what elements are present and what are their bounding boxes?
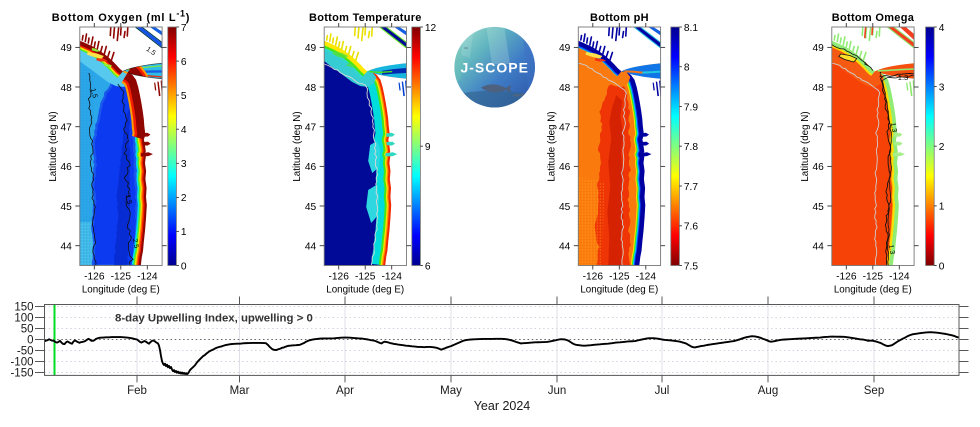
svg-text:46: 46: [305, 162, 317, 173]
svg-text:1.5: 1.5: [124, 194, 133, 205]
svg-text:2: 2: [939, 142, 945, 153]
svg-text:Bottom pH: Bottom pH: [590, 12, 649, 24]
svg-text:Latitude (deg N): Latitude (deg N): [48, 111, 59, 181]
svg-text:Aug: Aug: [758, 385, 778, 397]
svg-text:1.3: 1.3: [887, 244, 896, 255]
svg-text:Bottom Oxygen (ml L-1): Bottom Oxygen (ml L-1): [52, 9, 190, 24]
svg-text:47: 47: [305, 123, 317, 134]
svg-text:46: 46: [559, 162, 571, 173]
svg-text:1: 1: [879, 72, 883, 79]
svg-text:Jul: Jul: [655, 385, 670, 397]
svg-text:49: 49: [559, 43, 571, 54]
svg-text:Year 2024: Year 2024: [474, 399, 531, 413]
svg-text:May: May: [440, 385, 462, 397]
svg-text:4: 4: [939, 23, 945, 34]
svg-text:44: 44: [559, 242, 571, 253]
svg-text:7: 7: [181, 23, 187, 34]
svg-text:Bottom Omega: Bottom Omega: [832, 12, 915, 24]
svg-text:8: 8: [684, 63, 690, 74]
svg-text:-150: -150: [10, 368, 33, 380]
svg-text:7.6: 7.6: [684, 222, 698, 233]
svg-text:46: 46: [60, 162, 72, 173]
svg-text:1: 1: [181, 227, 187, 238]
svg-text:-126: -126: [836, 272, 857, 283]
svg-text:45: 45: [60, 202, 72, 213]
svg-text:6: 6: [181, 57, 187, 68]
svg-text:Apr: Apr: [336, 385, 354, 397]
svg-text:Longitude (deg E): Longitude (deg E): [580, 285, 658, 296]
svg-text:2: 2: [181, 193, 187, 204]
svg-text:0: 0: [181, 261, 187, 272]
svg-text:-125: -125: [111, 272, 132, 283]
svg-text:49: 49: [60, 43, 72, 54]
svg-text:2.5: 2.5: [131, 238, 140, 249]
svg-text:Sep: Sep: [864, 385, 884, 397]
svg-text:1.5: 1.5: [145, 46, 157, 57]
svg-text:3: 3: [181, 159, 187, 170]
svg-text:-50: -50: [17, 346, 34, 358]
svg-text:0: 0: [27, 335, 33, 347]
svg-text:-125: -125: [863, 272, 884, 283]
svg-text:Longitude (deg E): Longitude (deg E): [82, 285, 160, 296]
svg-text:Latitude (deg N): Latitude (deg N): [292, 111, 303, 181]
svg-text:-124: -124: [636, 272, 657, 283]
svg-text:45: 45: [305, 202, 317, 213]
svg-text:48: 48: [812, 83, 824, 94]
svg-text:Latitude (deg N): Latitude (deg N): [800, 111, 811, 181]
svg-text:5: 5: [181, 91, 187, 102]
svg-text:-100: -100: [10, 357, 33, 369]
svg-text:7.5: 7.5: [684, 261, 698, 272]
svg-text:Latitude (deg N): Latitude (deg N): [546, 111, 557, 181]
svg-text:Jun: Jun: [548, 385, 567, 397]
svg-text:44: 44: [305, 242, 317, 253]
svg-text:-124: -124: [889, 272, 910, 283]
svg-text:150: 150: [14, 302, 33, 314]
svg-text:47: 47: [60, 123, 72, 134]
svg-text:Bottom Temperature: Bottom Temperature: [309, 12, 422, 24]
svg-text:48: 48: [305, 83, 317, 94]
svg-text:9: 9: [425, 142, 431, 153]
svg-text:50: 50: [21, 324, 34, 336]
svg-text:3: 3: [939, 82, 945, 93]
svg-text:-124: -124: [137, 272, 158, 283]
svg-text:100: 100: [14, 313, 33, 325]
svg-text:7.8: 7.8: [684, 142, 698, 153]
svg-text:Longitude (deg E): Longitude (deg E): [326, 285, 404, 296]
svg-text:-125: -125: [609, 272, 630, 283]
svg-text:8-day Upwelling Index, upwelli: 8-day Upwelling Index, upwelling > 0: [115, 313, 313, 325]
svg-text:49: 49: [812, 43, 824, 54]
svg-text:0: 0: [939, 261, 945, 272]
svg-text:48: 48: [559, 83, 571, 94]
svg-text:-125: -125: [355, 272, 376, 283]
svg-text:Feb: Feb: [127, 385, 147, 397]
svg-text:J-SCOPE: J-SCOPE: [460, 60, 528, 76]
svg-text:-126: -126: [329, 272, 350, 283]
svg-text:Longitude (deg E): Longitude (deg E): [834, 285, 912, 296]
svg-text:45: 45: [812, 202, 824, 213]
svg-text:4: 4: [181, 125, 187, 136]
svg-text:45: 45: [559, 202, 571, 213]
svg-text:47: 47: [812, 123, 824, 134]
svg-text:6: 6: [425, 261, 431, 272]
svg-text:8.1: 8.1: [684, 23, 698, 34]
svg-text:7.9: 7.9: [684, 102, 698, 113]
svg-text:47: 47: [559, 123, 571, 134]
svg-text:-126: -126: [583, 272, 604, 283]
svg-text:1.3: 1.3: [889, 122, 898, 133]
svg-text:46: 46: [812, 162, 824, 173]
svg-text:-126: -126: [84, 272, 105, 283]
svg-text:1.3: 1.3: [898, 73, 908, 82]
svg-text:-124: -124: [382, 272, 403, 283]
svg-text:12: 12: [425, 23, 437, 34]
svg-text:44: 44: [812, 242, 824, 253]
svg-text:1.5: 1.5: [89, 88, 98, 99]
svg-text:48: 48: [60, 83, 72, 94]
svg-text:49: 49: [305, 43, 317, 54]
svg-text:7.7: 7.7: [684, 182, 698, 193]
svg-text:Mar: Mar: [230, 385, 250, 397]
svg-text:44: 44: [60, 242, 72, 253]
svg-text:1: 1: [939, 202, 945, 213]
